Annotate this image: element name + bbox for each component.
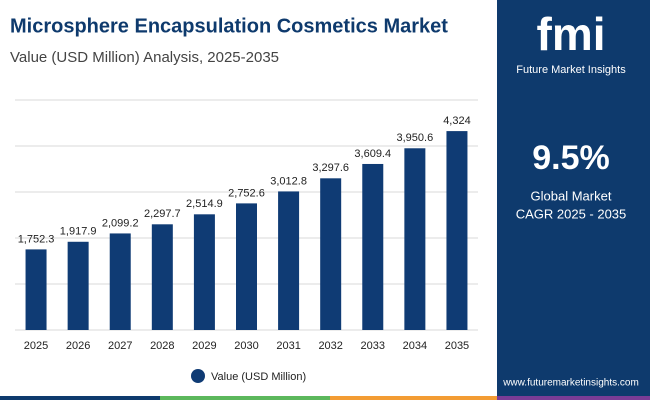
bar	[278, 191, 300, 330]
x-tick-label: 2035	[445, 340, 469, 352]
bar	[25, 249, 47, 330]
bar	[320, 178, 342, 330]
x-tick-label: 2025	[24, 340, 48, 352]
value-label: 3,012.8	[270, 175, 307, 187]
value-label: 2,297.7	[144, 208, 181, 220]
value-label: 2,099.2	[102, 217, 139, 229]
bar	[67, 241, 89, 330]
x-tick-label: 2026	[66, 340, 90, 352]
bar	[109, 233, 131, 330]
x-tick-label: 2030	[234, 340, 258, 352]
value-label: 3,950.6	[397, 132, 434, 144]
bar	[236, 203, 257, 330]
chart-title: Microsphere Encapsulation Cosmetics Mark…	[10, 15, 448, 37]
bar	[193, 214, 215, 330]
value-label: 1,917.9	[60, 226, 97, 238]
value-label: 1,752.3	[18, 233, 55, 245]
value-label: 4,324	[443, 115, 471, 127]
bar	[404, 148, 426, 330]
cagr-value: 9.5%	[532, 139, 610, 177]
strip	[0, 396, 160, 400]
bar	[446, 131, 468, 330]
value-label: 2,514.9	[186, 198, 223, 210]
value-label: 2,752.6	[228, 187, 265, 199]
sidebar	[497, 0, 650, 400]
x-tick-label: 2034	[403, 340, 427, 352]
bar	[151, 224, 173, 330]
x-tick-label: 2032	[318, 340, 342, 352]
cagr-label: Global Market	[531, 188, 612, 203]
bar	[362, 163, 384, 330]
strip	[330, 396, 497, 400]
logo: fmi	[537, 8, 606, 60]
x-tick-label: 2031	[276, 340, 300, 352]
chart-subtitle: Value (USD Million) Analysis, 2025-2035	[10, 49, 279, 66]
x-tick-label: 2027	[108, 340, 132, 352]
legend-marker	[191, 369, 205, 383]
value-label: 3,297.6	[312, 162, 349, 174]
url: www.futuremarketinsights.com	[502, 378, 639, 389]
legend-label: Value (USD Million)	[211, 371, 306, 383]
cagr-label: CAGR 2025 - 2035	[516, 206, 627, 221]
strip	[160, 396, 330, 400]
strip	[497, 396, 650, 400]
brand: Future Market Insights	[516, 64, 626, 76]
x-tick-label: 2028	[150, 340, 174, 352]
x-tick-label: 2029	[192, 340, 216, 352]
value-label: 3,609.4	[354, 148, 391, 160]
x-tick-label: 2033	[361, 340, 385, 352]
